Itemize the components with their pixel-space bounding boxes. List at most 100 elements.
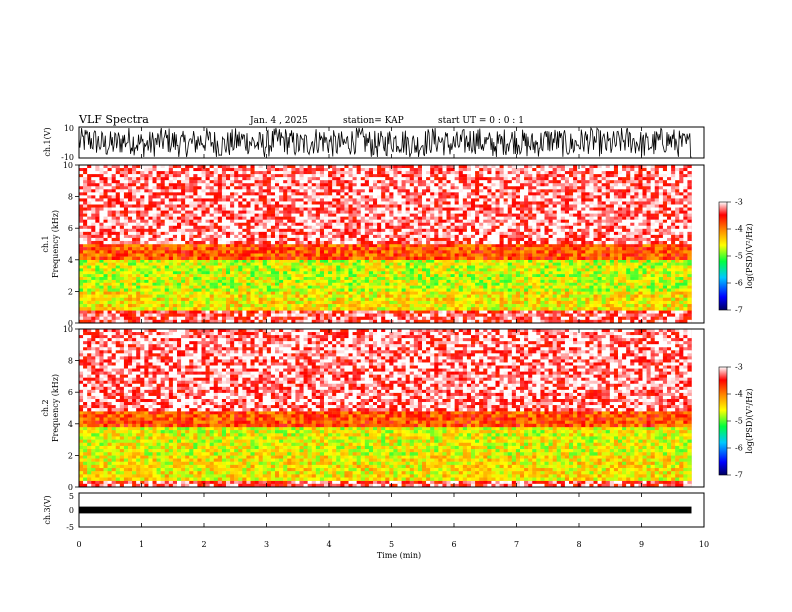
spectrogram-cell	[352, 256, 357, 260]
spectrogram-cell	[360, 307, 366, 311]
spectrogram-cell	[609, 316, 615, 321]
spectrogram-cell	[287, 262, 292, 266]
spectrogram-cell	[654, 250, 660, 254]
spectrogram-cell	[360, 279, 366, 283]
spectrogram-cell	[679, 250, 684, 254]
spectrogram-cell	[507, 274, 513, 278]
spectrogram-cell	[295, 307, 300, 311]
spectrogram-cell	[434, 285, 439, 289]
spectrogram-cell	[544, 271, 549, 275]
spectrogram-cell	[438, 250, 443, 254]
spectrogram-cell	[389, 313, 394, 317]
spectrogram-cell	[103, 180, 108, 184]
spectrogram-cell	[172, 247, 178, 251]
spectrogram-cell	[185, 262, 190, 266]
spectrogram-cell	[368, 256, 374, 260]
spectrogram-cell	[471, 183, 476, 187]
spectrogram-cell	[466, 300, 472, 305]
spectrogram-cell	[646, 279, 651, 283]
spectrogram-cell	[613, 288, 619, 292]
spectrogram-cell	[589, 277, 594, 281]
spectrogram-cell	[136, 265, 141, 269]
spectrogram-cell	[226, 256, 231, 260]
spectrogram-cell	[307, 174, 312, 178]
spectrogram-cell	[315, 168, 321, 172]
spectrogram-cell	[364, 171, 370, 175]
spectrogram-cell	[499, 265, 504, 269]
spectrogram-cell	[475, 310, 480, 314]
spectrogram-cell	[638, 177, 643, 181]
spectrogram-cell	[205, 180, 210, 184]
spectrogram-cell	[654, 271, 660, 275]
spectrogram-cell	[462, 307, 468, 311]
spectrogram-cell	[520, 174, 525, 178]
spectrogram-cell	[413, 168, 419, 172]
spectrogram-cell	[315, 171, 321, 175]
spectrogram-cell	[658, 285, 664, 289]
spectrogram-cell	[528, 262, 533, 266]
spectrogram-cell	[569, 250, 574, 254]
spectrogram-cell	[230, 294, 235, 298]
spectrogram-cell	[487, 180, 492, 184]
spectrogram-cell	[560, 253, 566, 257]
spectrogram-cell	[413, 294, 419, 298]
spectrogram-cell	[491, 268, 496, 272]
spectrogram-cell	[442, 265, 447, 269]
spectrogram-cell	[511, 316, 517, 321]
spectrogram-cell	[654, 171, 660, 175]
spectrogram-cell	[622, 262, 627, 266]
spectrogram-cell	[462, 297, 468, 302]
spectrogram-cell	[581, 304, 586, 308]
spectrogram-cell	[683, 262, 688, 266]
spectrogram-cell	[613, 174, 619, 178]
spectrogram-cell	[79, 259, 84, 263]
spectrogram-cell	[303, 265, 308, 269]
spectrogram-cell	[360, 285, 366, 289]
spectrogram-cell	[324, 291, 329, 295]
spectrogram-cell	[638, 256, 643, 260]
spectrogram-cell	[197, 291, 202, 295]
spectrogram-cell	[234, 256, 239, 260]
spectrogram-cell	[132, 297, 137, 302]
spectrogram-cell	[119, 262, 125, 266]
spectrogram-cell	[266, 256, 272, 260]
spectrogram-cell	[344, 294, 349, 298]
spectrogram-cell	[544, 279, 549, 283]
spectrogram-cell	[144, 310, 149, 314]
spectrogram-cell	[426, 282, 431, 286]
spectrogram-cell	[405, 319, 410, 324]
spectrogram-cell	[483, 268, 488, 272]
spectrogram-cell	[511, 297, 517, 302]
spectrogram-cell	[585, 285, 590, 289]
spectrogram-cell	[430, 313, 435, 317]
spectrogram-cell	[646, 307, 651, 311]
spectrogram-cell	[148, 244, 153, 248]
spectrogram-cell	[328, 313, 333, 317]
spectrogram-cell	[83, 256, 88, 260]
spectrogram-cell	[487, 253, 492, 257]
spectrogram-cell	[136, 165, 141, 169]
spectrogram-cell	[311, 279, 317, 283]
spectrogram-cell	[95, 247, 100, 251]
spectrogram-cell	[401, 319, 406, 324]
spectrogram-cell	[495, 177, 500, 181]
spectrogram-cell	[148, 183, 153, 187]
spectrogram-cell	[140, 256, 145, 260]
spectrogram-cell	[279, 177, 284, 181]
spectrogram-cell	[650, 277, 655, 281]
spectrogram-cell	[532, 313, 537, 317]
spectrogram-cell	[368, 274, 374, 278]
spectrogram-cell	[209, 282, 214, 286]
spectrogram-cell	[128, 288, 133, 292]
spectrogram-cell	[466, 256, 472, 260]
spectrogram-cell	[515, 285, 521, 289]
spectrogram-cell	[389, 250, 394, 254]
spectrogram-cell	[585, 274, 590, 278]
spectrogram-cell	[168, 168, 174, 172]
spectrogram-cell	[177, 250, 182, 254]
spectrogram-cell	[569, 253, 574, 257]
spectrogram-cell	[450, 277, 455, 281]
spectrogram-cell	[405, 177, 410, 181]
spectrogram-cell	[344, 253, 349, 257]
spectrogram-cell	[581, 310, 586, 314]
